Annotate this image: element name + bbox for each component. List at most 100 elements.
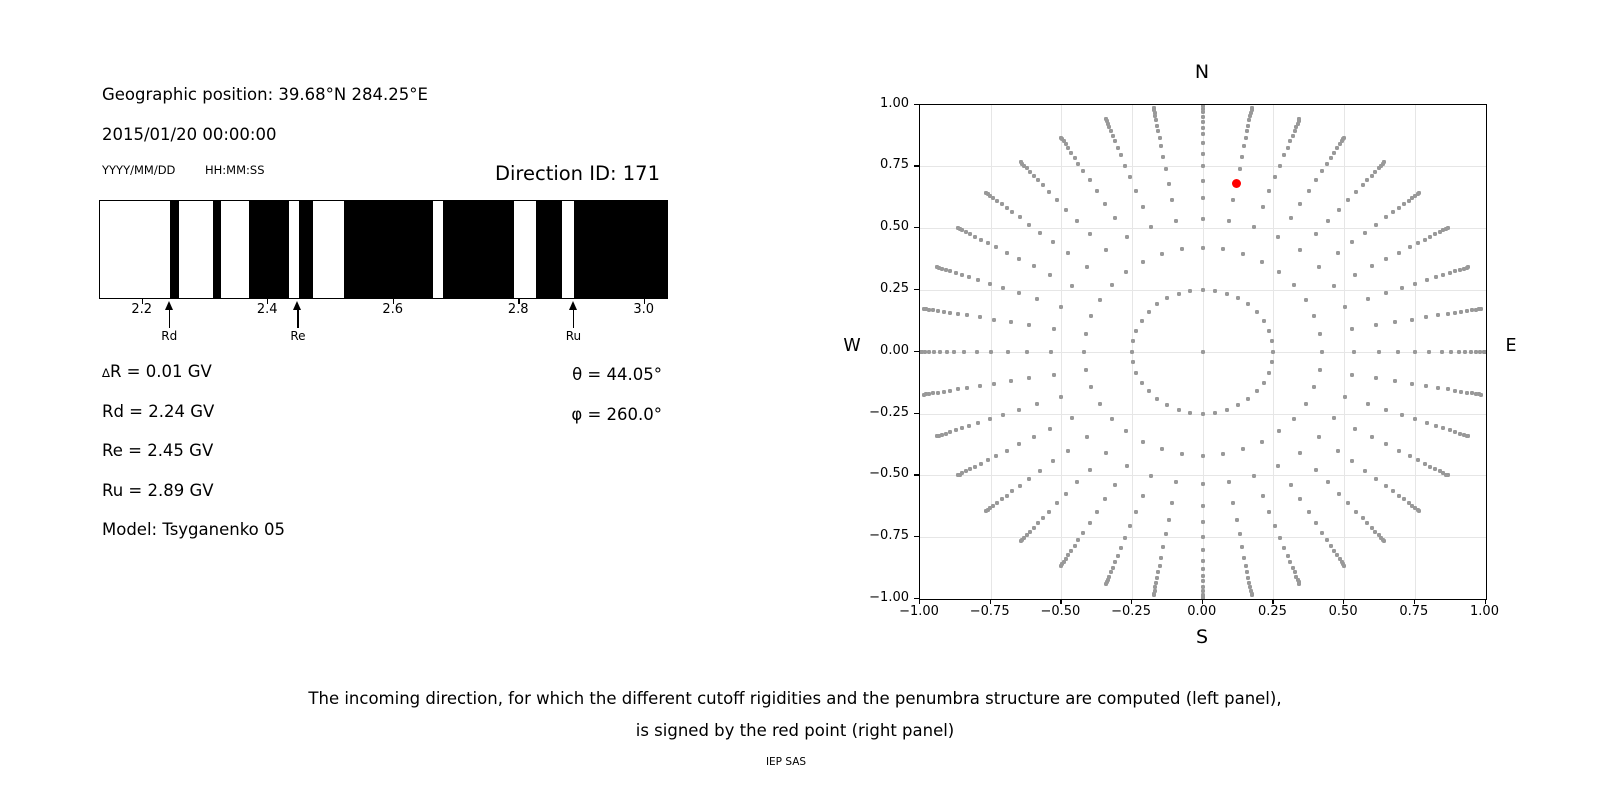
direction-dot xyxy=(1017,484,1022,489)
direction-dot xyxy=(1058,394,1063,399)
direction-dot xyxy=(1010,489,1015,494)
gridline-vertical xyxy=(1344,104,1346,599)
direction-dot xyxy=(1200,151,1205,156)
direction-dot xyxy=(993,454,998,459)
direction-dot xyxy=(1328,155,1333,160)
direction-dot xyxy=(1151,593,1156,598)
direction-dot xyxy=(1337,491,1342,496)
direction-dot xyxy=(1346,501,1351,506)
direction-dot xyxy=(963,469,968,474)
cutoff-marker-label: Re xyxy=(290,329,306,343)
direction-dot xyxy=(1288,216,1293,221)
direction-dot xyxy=(1124,429,1129,434)
direction-dot xyxy=(991,381,996,386)
direction-dot xyxy=(1456,349,1461,354)
direction-dot xyxy=(1246,123,1251,128)
direction-y-tick-label: 0.25 xyxy=(880,280,909,296)
penumbra-forbidden-band xyxy=(249,201,289,298)
direction-dot xyxy=(1157,135,1162,140)
direction-dot xyxy=(1465,308,1470,313)
direction-dot xyxy=(1149,225,1153,230)
direction-dot xyxy=(1069,415,1074,420)
direction-dot xyxy=(1413,193,1418,198)
direction-y-tick-mark xyxy=(914,536,919,538)
direction-dot xyxy=(1242,555,1247,560)
direction-dot xyxy=(1109,282,1114,287)
direction-x-tick-label: −0.25 xyxy=(1111,604,1151,619)
direction-dot xyxy=(1112,483,1117,488)
direction-y-tick-label: 0.00 xyxy=(880,342,909,358)
direction-dot xyxy=(1447,271,1452,276)
direction-dot xyxy=(1110,565,1115,570)
direction-x-tick-mark xyxy=(919,599,921,604)
direction-dot xyxy=(1252,474,1257,479)
direction-dot xyxy=(1457,267,1462,272)
direction-dot xyxy=(1349,372,1354,377)
direction-dot xyxy=(1479,392,1484,397)
direction-dot xyxy=(1001,413,1006,418)
direction-dot xyxy=(1081,530,1086,535)
direction-dot xyxy=(1401,202,1406,207)
direction-dot xyxy=(1328,543,1333,548)
direction-dot xyxy=(1097,401,1102,406)
direction-dot xyxy=(1224,407,1229,412)
direction-dot xyxy=(1221,247,1226,252)
direction-y-tick-label: 0.75 xyxy=(880,157,909,173)
direction-dot xyxy=(1453,388,1458,393)
direction-x-tick-label: 0.50 xyxy=(1328,604,1358,619)
direction-dot xyxy=(944,349,949,354)
direction-dot xyxy=(988,282,993,287)
direction-dot xyxy=(1374,323,1379,327)
direction-y-tick-mark xyxy=(914,165,919,167)
direction-dot xyxy=(1276,464,1281,469)
penumbra-tick-label: 2.4 xyxy=(256,302,278,317)
direction-x-tick-mark xyxy=(989,599,991,604)
direction-dot xyxy=(1180,452,1185,457)
direction-dot xyxy=(1379,535,1384,540)
direction-dot xyxy=(924,392,929,397)
direction-dot xyxy=(1058,304,1063,309)
direction-dot xyxy=(1027,376,1032,381)
direction-dot xyxy=(1374,376,1379,381)
direction-id-label: Direction ID: 171 xyxy=(494,162,660,185)
penumbra-tick-mark xyxy=(267,298,269,304)
direction-dot xyxy=(1151,106,1156,111)
direction-dot xyxy=(1134,328,1139,333)
direction-dot xyxy=(1445,226,1450,231)
direction-dot xyxy=(1425,278,1430,283)
direction-dot xyxy=(1260,259,1265,264)
direction-dot xyxy=(1236,403,1241,408)
direction-dot xyxy=(1260,494,1265,499)
direction-dot xyxy=(1278,535,1283,540)
direction-dot xyxy=(1084,264,1089,269)
direction-dot xyxy=(1326,480,1331,485)
direction-dot xyxy=(1123,163,1128,168)
direction-dot xyxy=(1413,417,1418,422)
direction-dot xyxy=(1339,139,1344,144)
direction-dot xyxy=(960,273,965,278)
stat-phi: φ = 260.0° xyxy=(571,405,662,424)
direction-dot xyxy=(1155,575,1160,580)
direction-dot xyxy=(1459,389,1464,394)
direction-dot xyxy=(1407,454,1412,459)
direction-dot xyxy=(1031,173,1036,178)
direction-dot xyxy=(1396,250,1401,255)
direction-dot xyxy=(1342,563,1347,568)
direction-dot xyxy=(1459,309,1464,314)
direction-dot xyxy=(1316,434,1321,439)
direction-dot xyxy=(1109,416,1114,421)
direction-dot xyxy=(960,426,965,431)
direction-dot xyxy=(1406,198,1411,203)
direction-dot xyxy=(1115,553,1120,558)
direction-dot xyxy=(1200,104,1205,107)
direction-dot xyxy=(1134,510,1139,515)
direction-dot xyxy=(1291,416,1296,421)
direction-dot xyxy=(1200,179,1205,184)
direction-dot xyxy=(1439,349,1444,354)
direction-dot xyxy=(978,237,983,242)
cutoff-arrow-head xyxy=(568,301,577,310)
direction-x-tick-mark xyxy=(1272,599,1274,604)
direction-dot xyxy=(988,505,993,510)
penumbra-tick-label: 2.8 xyxy=(507,302,529,317)
direction-dot xyxy=(1154,118,1159,123)
